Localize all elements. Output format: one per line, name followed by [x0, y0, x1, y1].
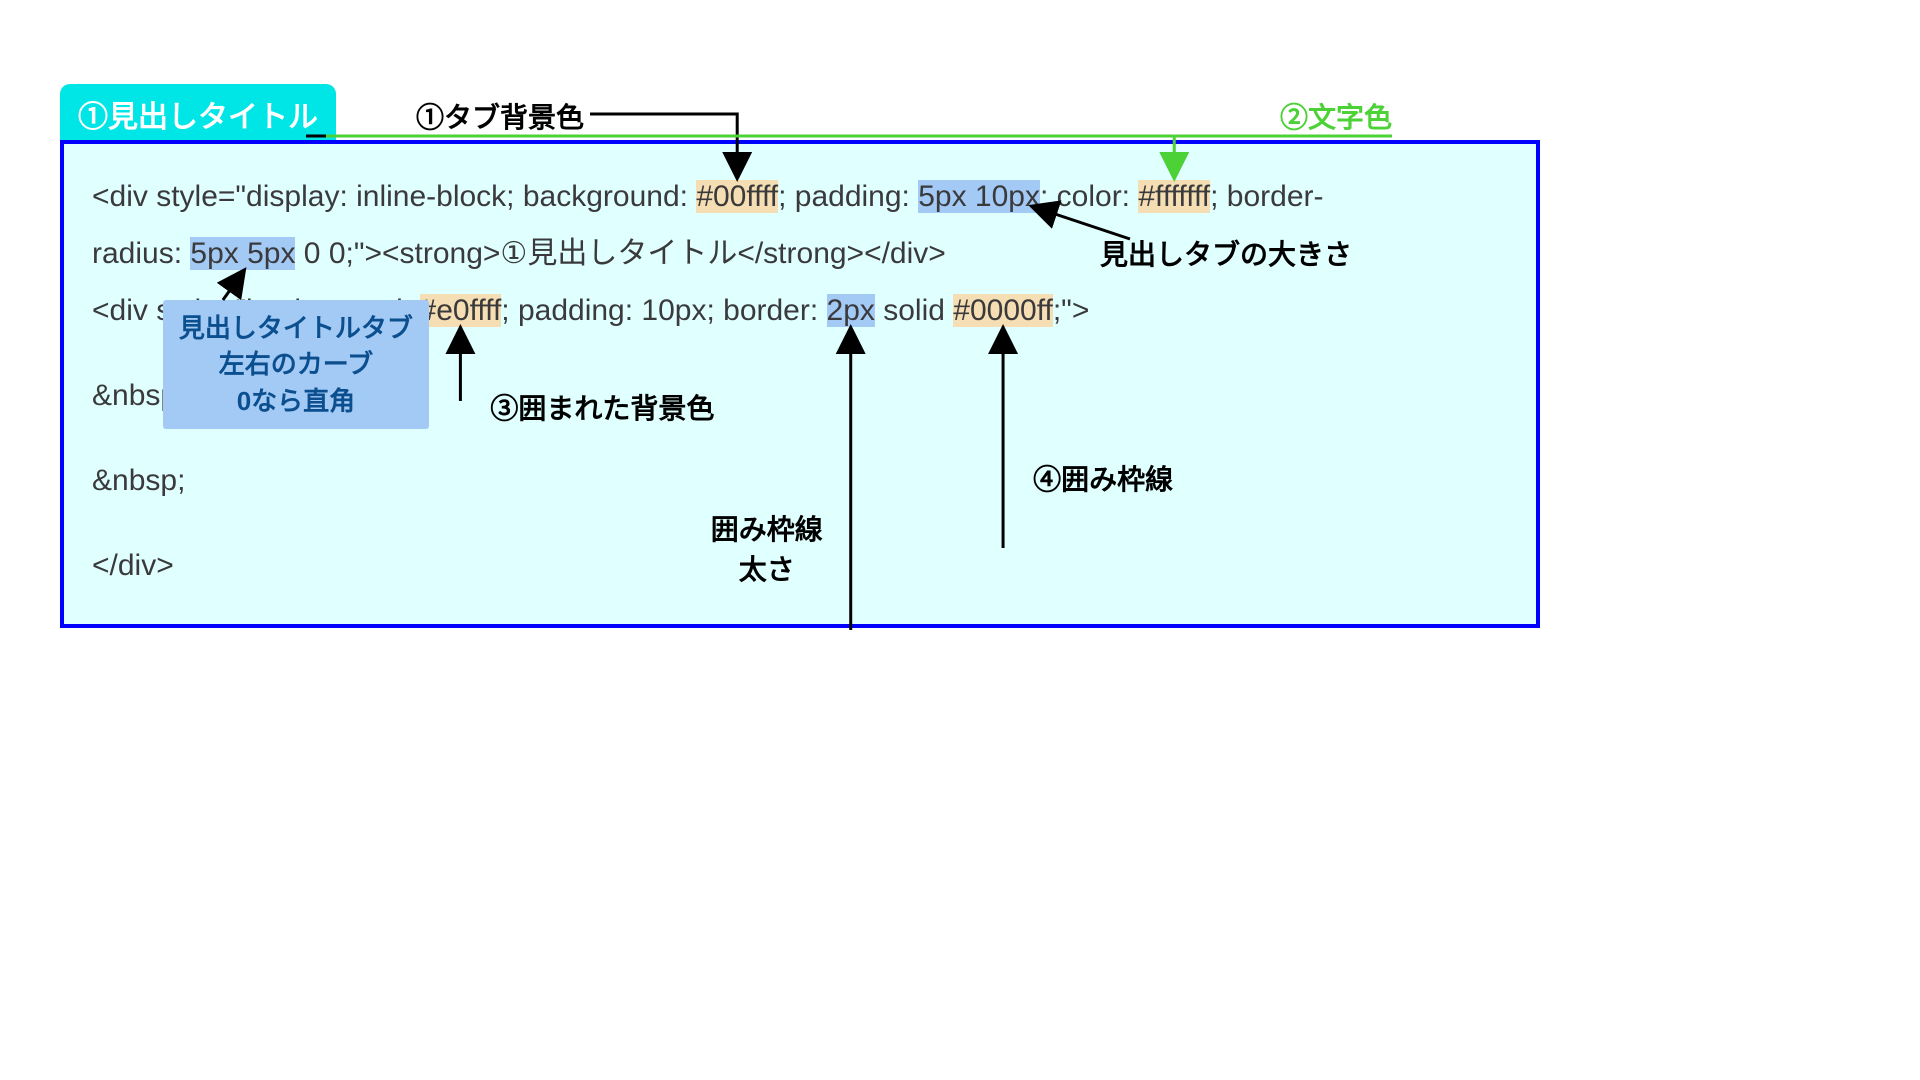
- token-border-width: 2px: [827, 294, 875, 327]
- annotation-tab-bg: ①タブ背景色: [416, 96, 584, 136]
- annotation-border-width: 囲み枠線太さ: [711, 508, 823, 588]
- annotation-border-color: ④囲み枠線: [1033, 458, 1173, 498]
- title-tab-label: ①見出しタイトル: [78, 101, 318, 134]
- token-text-color: #fffffff: [1138, 180, 1210, 213]
- token-tab-padding: 5px 10px: [918, 180, 1040, 213]
- code-line-1: <div style="display: inline-block; backg…: [92, 168, 1508, 225]
- annotation-box-bg: ③囲まれた背景色: [490, 387, 714, 427]
- title-tab: ①見出しタイトル: [60, 84, 336, 144]
- token-box-bg: #e0ffff: [420, 294, 502, 327]
- annotation-text-color: ②文字色: [1280, 96, 1392, 136]
- annotation-tab-size: 見出しタブの大きさ: [1100, 233, 1352, 273]
- token-border-radius: 5px 5px: [190, 237, 295, 270]
- token-tab-bg: #00ffff: [696, 180, 778, 213]
- code-line-nbsp-2: &nbsp;: [92, 452, 1508, 509]
- token-border-color: #0000ff: [953, 294, 1053, 327]
- annotation-radius-note: 見出しタイトルタブ左右のカーブ0なら直角: [163, 300, 429, 429]
